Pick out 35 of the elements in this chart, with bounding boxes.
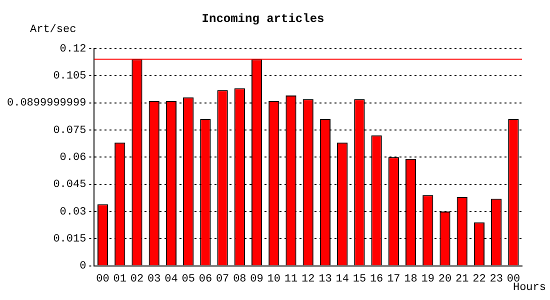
x-tick-label: 18 [404,273,418,286]
y-tick-label: 0.045 [53,179,86,192]
y-tick-label: 0.03 [60,206,86,218]
y-tick-label: 0.075 [53,124,86,137]
x-tick-label: 11 [284,273,298,286]
y-tick-label: 0.0899999999 [6,98,86,110]
x-tick-label: 07 [216,273,230,286]
x-tick-label: 13 [318,273,332,286]
y-tick-label: 0 [80,260,86,273]
y-tick-label: 0.105 [53,70,86,82]
x-tick-label: 17 [387,273,400,286]
x-tick-label: 20 [438,273,452,286]
x-tick-label: 19 [421,273,434,286]
x-tick-label: 00 [96,273,110,286]
y-tick-label: 0.015 [53,234,86,246]
x-tick-label: 09 [250,273,264,286]
x-tick-label: 01 [113,273,127,286]
x-tick-label: 05 [182,273,195,286]
x-tick-label: 06 [198,273,212,286]
x-tick-label: 22 [472,273,486,286]
x-tick-label: 21 [456,273,470,286]
x-tick-label: 12 [302,273,315,286]
x-tick-label: 10 [267,273,280,286]
x-tick-label: 03 [148,273,161,286]
y-tick-label: 0.12 [60,43,86,56]
y-tick-label: 0.06 [60,152,86,164]
x-tick-label: 02 [130,273,144,286]
x-tick-label: 16 [370,273,384,286]
x-tick-label: 23 [490,273,503,286]
chart-title: Incoming articles [202,12,324,26]
y-axis-title: Art/sec [30,24,76,36]
x-tick-label: 08 [233,273,246,286]
x-tick-label: 15 [352,273,366,286]
x-tick-label: 14 [336,273,350,286]
x-tick-label: 04 [164,273,178,286]
